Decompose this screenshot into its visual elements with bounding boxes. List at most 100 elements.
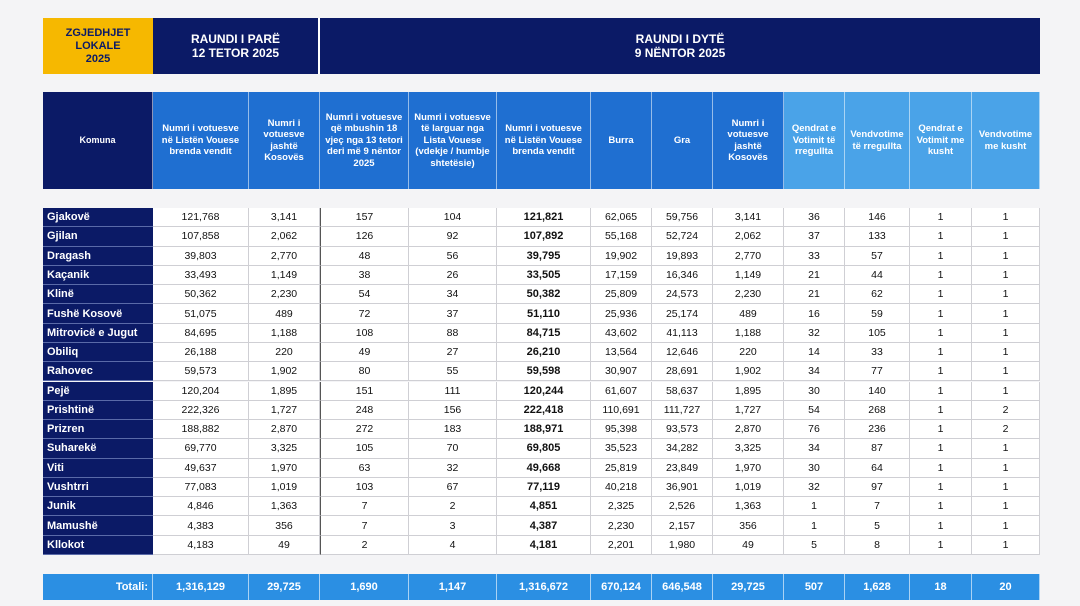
cell-value: 27 (446, 346, 459, 359)
cell-value: 1 (1002, 211, 1009, 224)
cell-value: 1 (1002, 538, 1009, 551)
cell-value: 183 (443, 423, 462, 436)
municipality-name: Dragash (47, 249, 92, 262)
column-header-text: Burra (608, 134, 634, 146)
cell-value: 26,188 (184, 346, 217, 359)
data-cell: 1 (972, 439, 1040, 459)
data-cell: 26,188 (153, 342, 249, 363)
cell-value: 1 (937, 481, 944, 493)
cell-value: 156 (443, 403, 462, 416)
cell-value: 25,936 (604, 307, 638, 320)
data-cell: 56 (409, 246, 497, 266)
column-header-text: Gra (673, 134, 691, 146)
data-cell: 44 (845, 265, 910, 286)
data-cell: 62 (845, 285, 910, 305)
column-header-text: Numri i votuesve në Listën Vouese brenda… (161, 123, 240, 158)
municipality: Mamushë (43, 516, 153, 536)
data-cell: 1 (972, 535, 1040, 555)
data-cell: 27 (409, 342, 497, 363)
data-cell: 1 (910, 227, 972, 247)
cell-value: 1,188 (734, 326, 762, 339)
cell-value: 111,727 (663, 403, 701, 416)
cell-value: 1,149 (734, 268, 762, 281)
total-cell: 1,628 (845, 574, 910, 600)
cell-value: 34 (808, 365, 820, 378)
cell-value: 16 (808, 307, 820, 320)
data-cell: 1,727 (249, 400, 320, 421)
municipality-name: Prishtinë (47, 403, 95, 416)
data-cell: 8 (845, 535, 910, 555)
data-cell: 121,768 (153, 208, 249, 228)
total-cell: 1,147 (409, 574, 497, 600)
municipality: Obiliq (43, 342, 153, 363)
data-cell: 54 (320, 285, 409, 305)
data-cell: 80 (320, 362, 409, 382)
data-cell: 59,573 (153, 362, 249, 382)
cell-value: 38 (358, 268, 371, 281)
data-cell: 67 (409, 477, 497, 498)
municipality: Klinë (43, 285, 153, 305)
data-cell: 37 (409, 304, 497, 324)
cell-value: 1 (937, 346, 944, 359)
data-cell: 26 (409, 265, 497, 286)
cell-value: 2,230 (607, 519, 635, 532)
column-header: Numri i votuesve në Listën Vouese brenda… (497, 92, 591, 189)
data-cell: 16,346 (652, 265, 713, 286)
data-cell: 35,523 (591, 439, 652, 459)
data-cell: 2,062 (713, 227, 784, 247)
data-cell: 2,325 (591, 497, 652, 517)
cell-value: 34 (808, 442, 820, 455)
data-cell: 21 (784, 265, 845, 286)
cell-value: 32 (446, 461, 459, 474)
cell-value: 97 (871, 481, 883, 493)
data-cell: 107,858 (153, 227, 249, 247)
cell-value: 70 (446, 442, 459, 455)
cell-value: 1 (937, 442, 944, 455)
data-cell: 1 (910, 362, 972, 382)
data-cell: 188,971 (497, 420, 591, 440)
data-cell: 2,526 (652, 497, 713, 517)
cell-value: 84,695 (184, 326, 217, 339)
cell-value: 95,398 (604, 423, 638, 436)
cell-value: 108 (355, 326, 374, 339)
cell-value: 1,363 (734, 500, 762, 513)
cell-value: 1 (937, 288, 944, 301)
municipality-name: Vushtrri (47, 481, 89, 493)
data-cell: 157 (320, 208, 409, 228)
cell-value: 4,183 (187, 538, 214, 551)
cell-value: 25,809 (604, 288, 638, 301)
data-cell: 21 (784, 285, 845, 305)
cell-value: 1 (937, 500, 944, 513)
data-cell: 40,218 (591, 477, 652, 498)
data-cell: 4 (409, 535, 497, 555)
municipality-name: Mamushë (47, 519, 98, 532)
cell-value: 121,768 (181, 211, 220, 224)
data-cell: 3 (409, 516, 497, 536)
data-cell: 1,188 (713, 323, 784, 343)
data-cell: 30,907 (591, 362, 652, 382)
data-cell: 1 (972, 362, 1040, 382)
data-cell: 77 (845, 362, 910, 382)
cell-value: 12,646 (665, 346, 699, 359)
cell-value: 33 (871, 346, 883, 359)
data-cell: 49 (249, 535, 320, 555)
municipality: Gjilan (43, 227, 153, 247)
cell-value: 51,110 (526, 307, 561, 320)
data-cell: 34,282 (652, 439, 713, 459)
cell-value: 146 (868, 211, 886, 224)
municipality: Prizren (43, 420, 153, 440)
data-cell: 88 (409, 323, 497, 343)
data-cell: 3,141 (249, 208, 320, 228)
data-cell: 1 (910, 208, 972, 228)
data-cell: 1 (972, 208, 1040, 228)
data-cell: 95,398 (591, 420, 652, 440)
cell-value: 76 (808, 423, 820, 436)
data-cell: 57 (845, 246, 910, 266)
data-cell: 54 (784, 400, 845, 421)
data-cell: 1 (910, 381, 972, 401)
cell-value: 1 (1002, 519, 1009, 532)
data-cell: 103 (320, 477, 409, 498)
cell-value: 62,065 (604, 211, 638, 224)
cell-value: 103 (355, 481, 374, 493)
data-cell: 1,363 (713, 497, 784, 517)
